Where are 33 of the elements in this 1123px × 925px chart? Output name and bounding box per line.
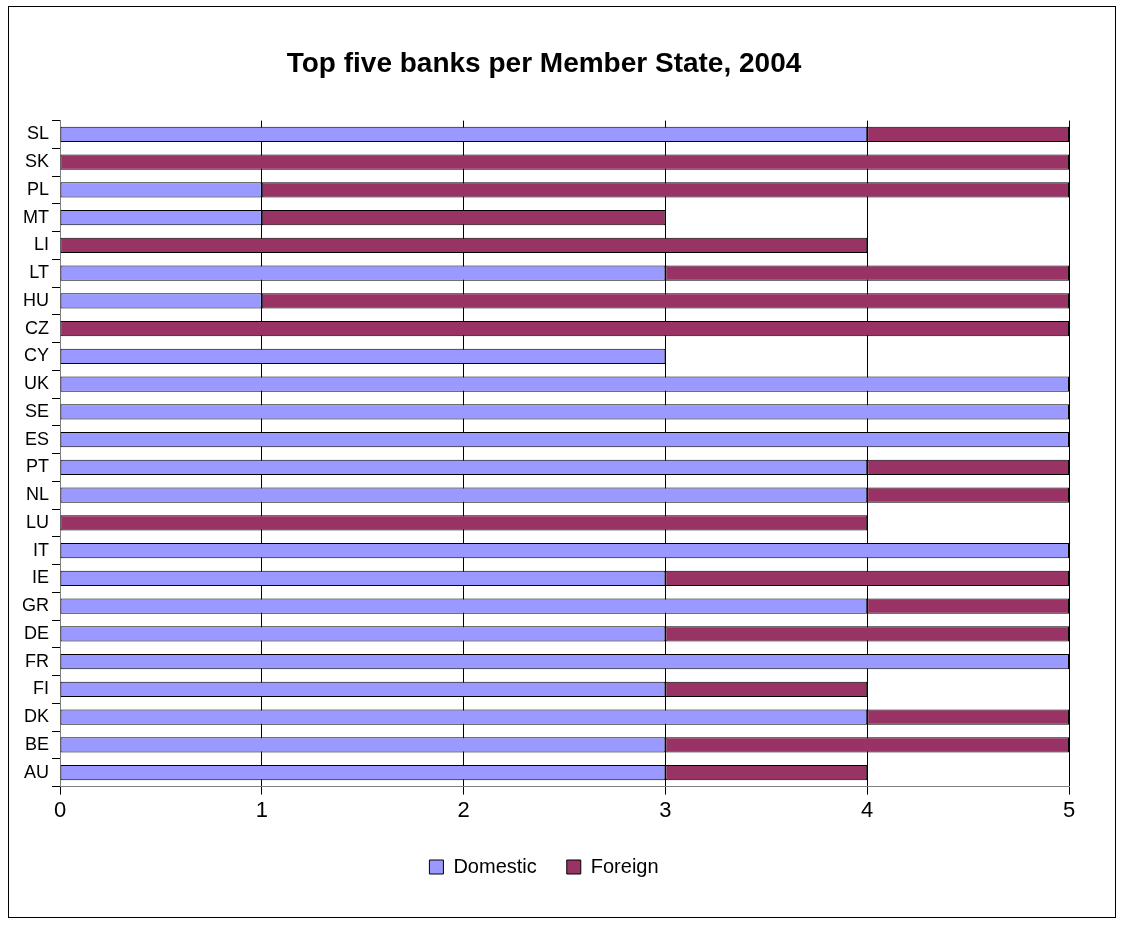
y-tick-label: FR [25,650,49,671]
x-tick-label: 2 [457,796,470,822]
x-tick-label: 4 [861,796,874,822]
legend-label: Domestic [453,854,537,877]
legend-label: Foreign [590,854,659,877]
y-tick-label: FI [33,678,49,699]
y-tick-label: UK [23,373,49,394]
x-tick-label: 1 [255,796,268,822]
y-tick-label: SK [24,151,49,172]
y-tick-label: HU [23,289,49,310]
y-tick-label: PT [25,456,49,477]
y-tick-label: IE [31,567,49,588]
y-tick-label: SL [26,123,49,144]
x-tick-label: 0 [53,796,67,822]
y-tick-label: LI [33,234,49,255]
y-tick-label: DE [23,622,49,643]
y-tick-label: LT [29,262,49,283]
y-tick-label: SE [24,400,49,421]
y-tick-label: MT [23,206,49,227]
y-tick-label: GR [22,595,49,616]
x-tick-label: 3 [659,796,672,822]
x-tick-label: 5 [1062,796,1076,822]
y-tick-label: PL [26,178,49,199]
y-tick-label: NL [25,484,49,505]
y-tick-label: ES [24,428,49,449]
chart-title: Top five banks per Member State, 2004 [286,46,802,78]
y-tick-label: IT [33,539,49,560]
y-tick-label: DK [23,706,49,727]
y-tick-label: AU [23,761,49,782]
y-tick-label: BE [24,733,49,754]
y-tick-label: CY [23,345,49,366]
y-tick-label: CZ [25,317,49,338]
y-tick-label: LU [25,511,49,532]
